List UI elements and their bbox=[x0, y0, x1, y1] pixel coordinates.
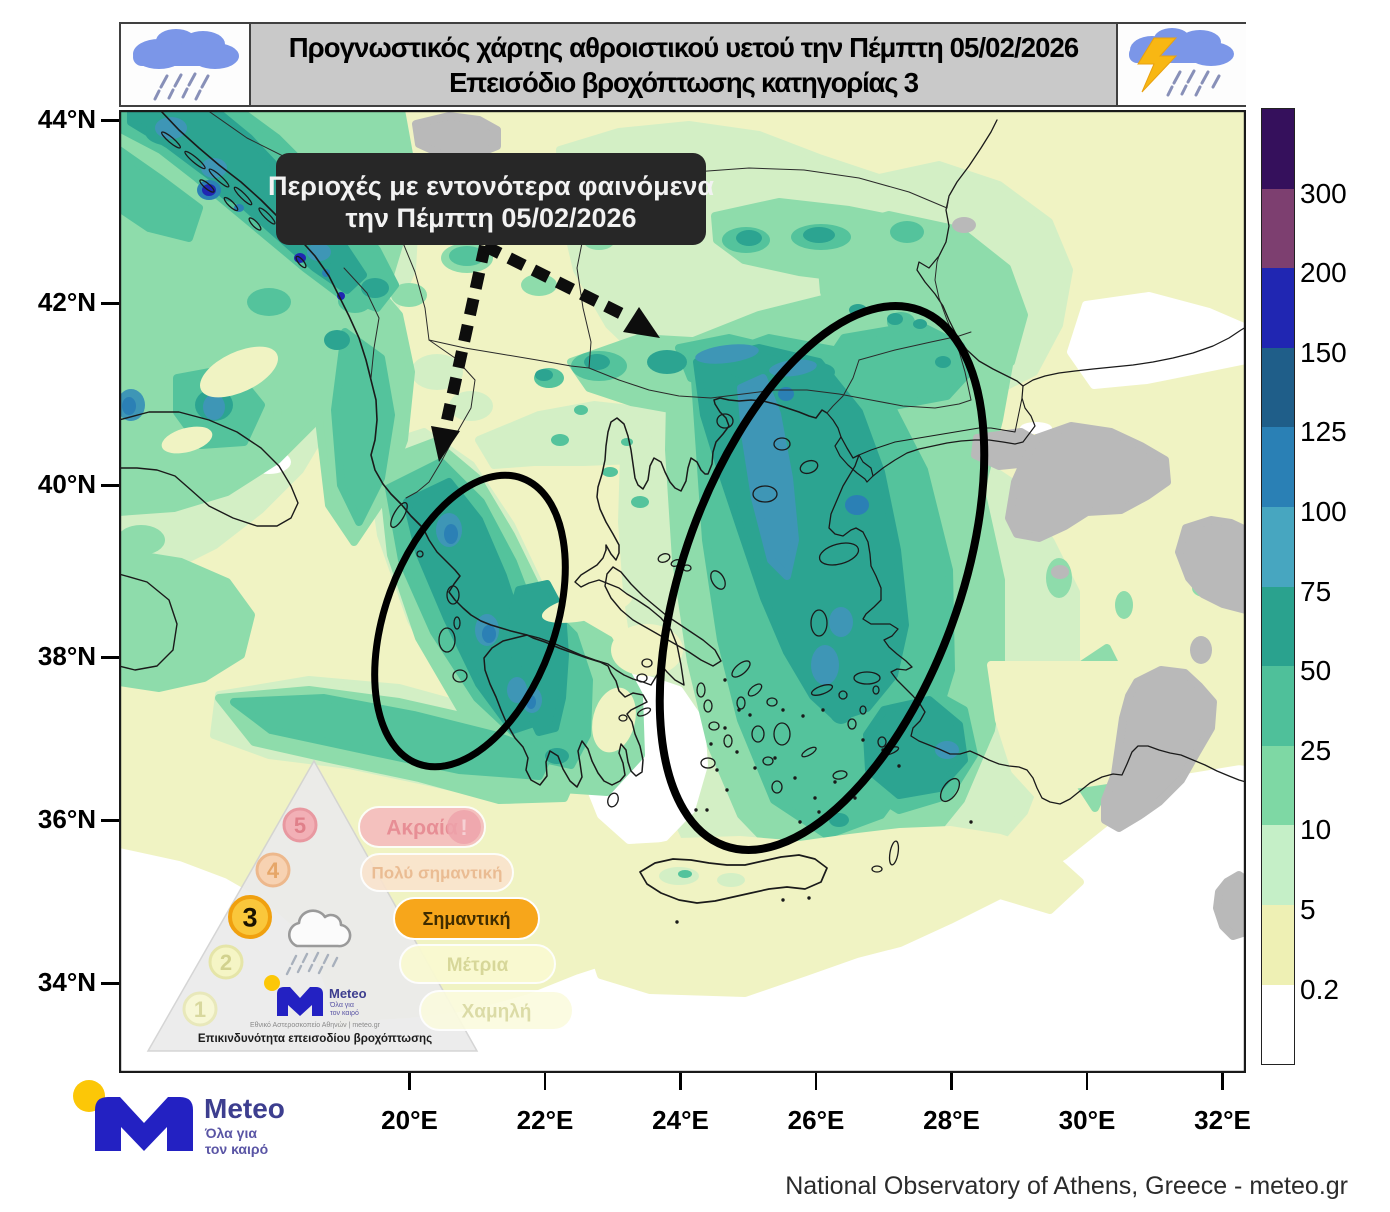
svg-text:Σημαντική: Σημαντική bbox=[423, 909, 511, 929]
svg-text:τον καιρό: τον καιρό bbox=[205, 1141, 268, 1157]
svg-text:τον καιρό: τον καιρό bbox=[330, 1009, 359, 1017]
svg-text:Meteo: Meteo bbox=[204, 1093, 285, 1124]
svg-text:1: 1 bbox=[194, 997, 206, 1022]
svg-text:Μέτρια: Μέτρια bbox=[447, 955, 509, 976]
svg-text:Ακραία: Ακραία bbox=[386, 817, 458, 840]
svg-text:5: 5 bbox=[294, 813, 306, 838]
svg-text:Χαμηλή: Χαμηλή bbox=[462, 1001, 532, 1022]
svg-text:την Πέμπτη 05/02/2026: την Πέμπτη 05/02/2026 bbox=[345, 203, 636, 233]
svg-text:Όλα για: Όλα για bbox=[204, 1125, 257, 1141]
svg-text:Όλα για: Όλα για bbox=[329, 1002, 354, 1009]
svg-text:!: ! bbox=[460, 815, 467, 840]
svg-text:Meteo: Meteo bbox=[329, 986, 367, 1001]
svg-text:Πολύ σημαντική: Πολύ σημαντική bbox=[372, 864, 503, 883]
svg-text:Εθνικό Αστεροσκοπείο Αθηνών |: Εθνικό Αστεροσκοπείο Αθηνών | meteo.gr bbox=[250, 1021, 381, 1029]
svg-text:Επικινδυνότητα επεισοδίου βροχ: Επικινδυνότητα επεισοδίου βροχόπτωσης bbox=[198, 1032, 432, 1045]
svg-text:4: 4 bbox=[267, 858, 280, 883]
svg-text:3: 3 bbox=[242, 903, 257, 933]
svg-text:Περιοχές με εντονότερα φαινόμε: Περιοχές με εντονότερα φαινόμενα bbox=[268, 171, 714, 201]
svg-text:2: 2 bbox=[220, 950, 232, 975]
